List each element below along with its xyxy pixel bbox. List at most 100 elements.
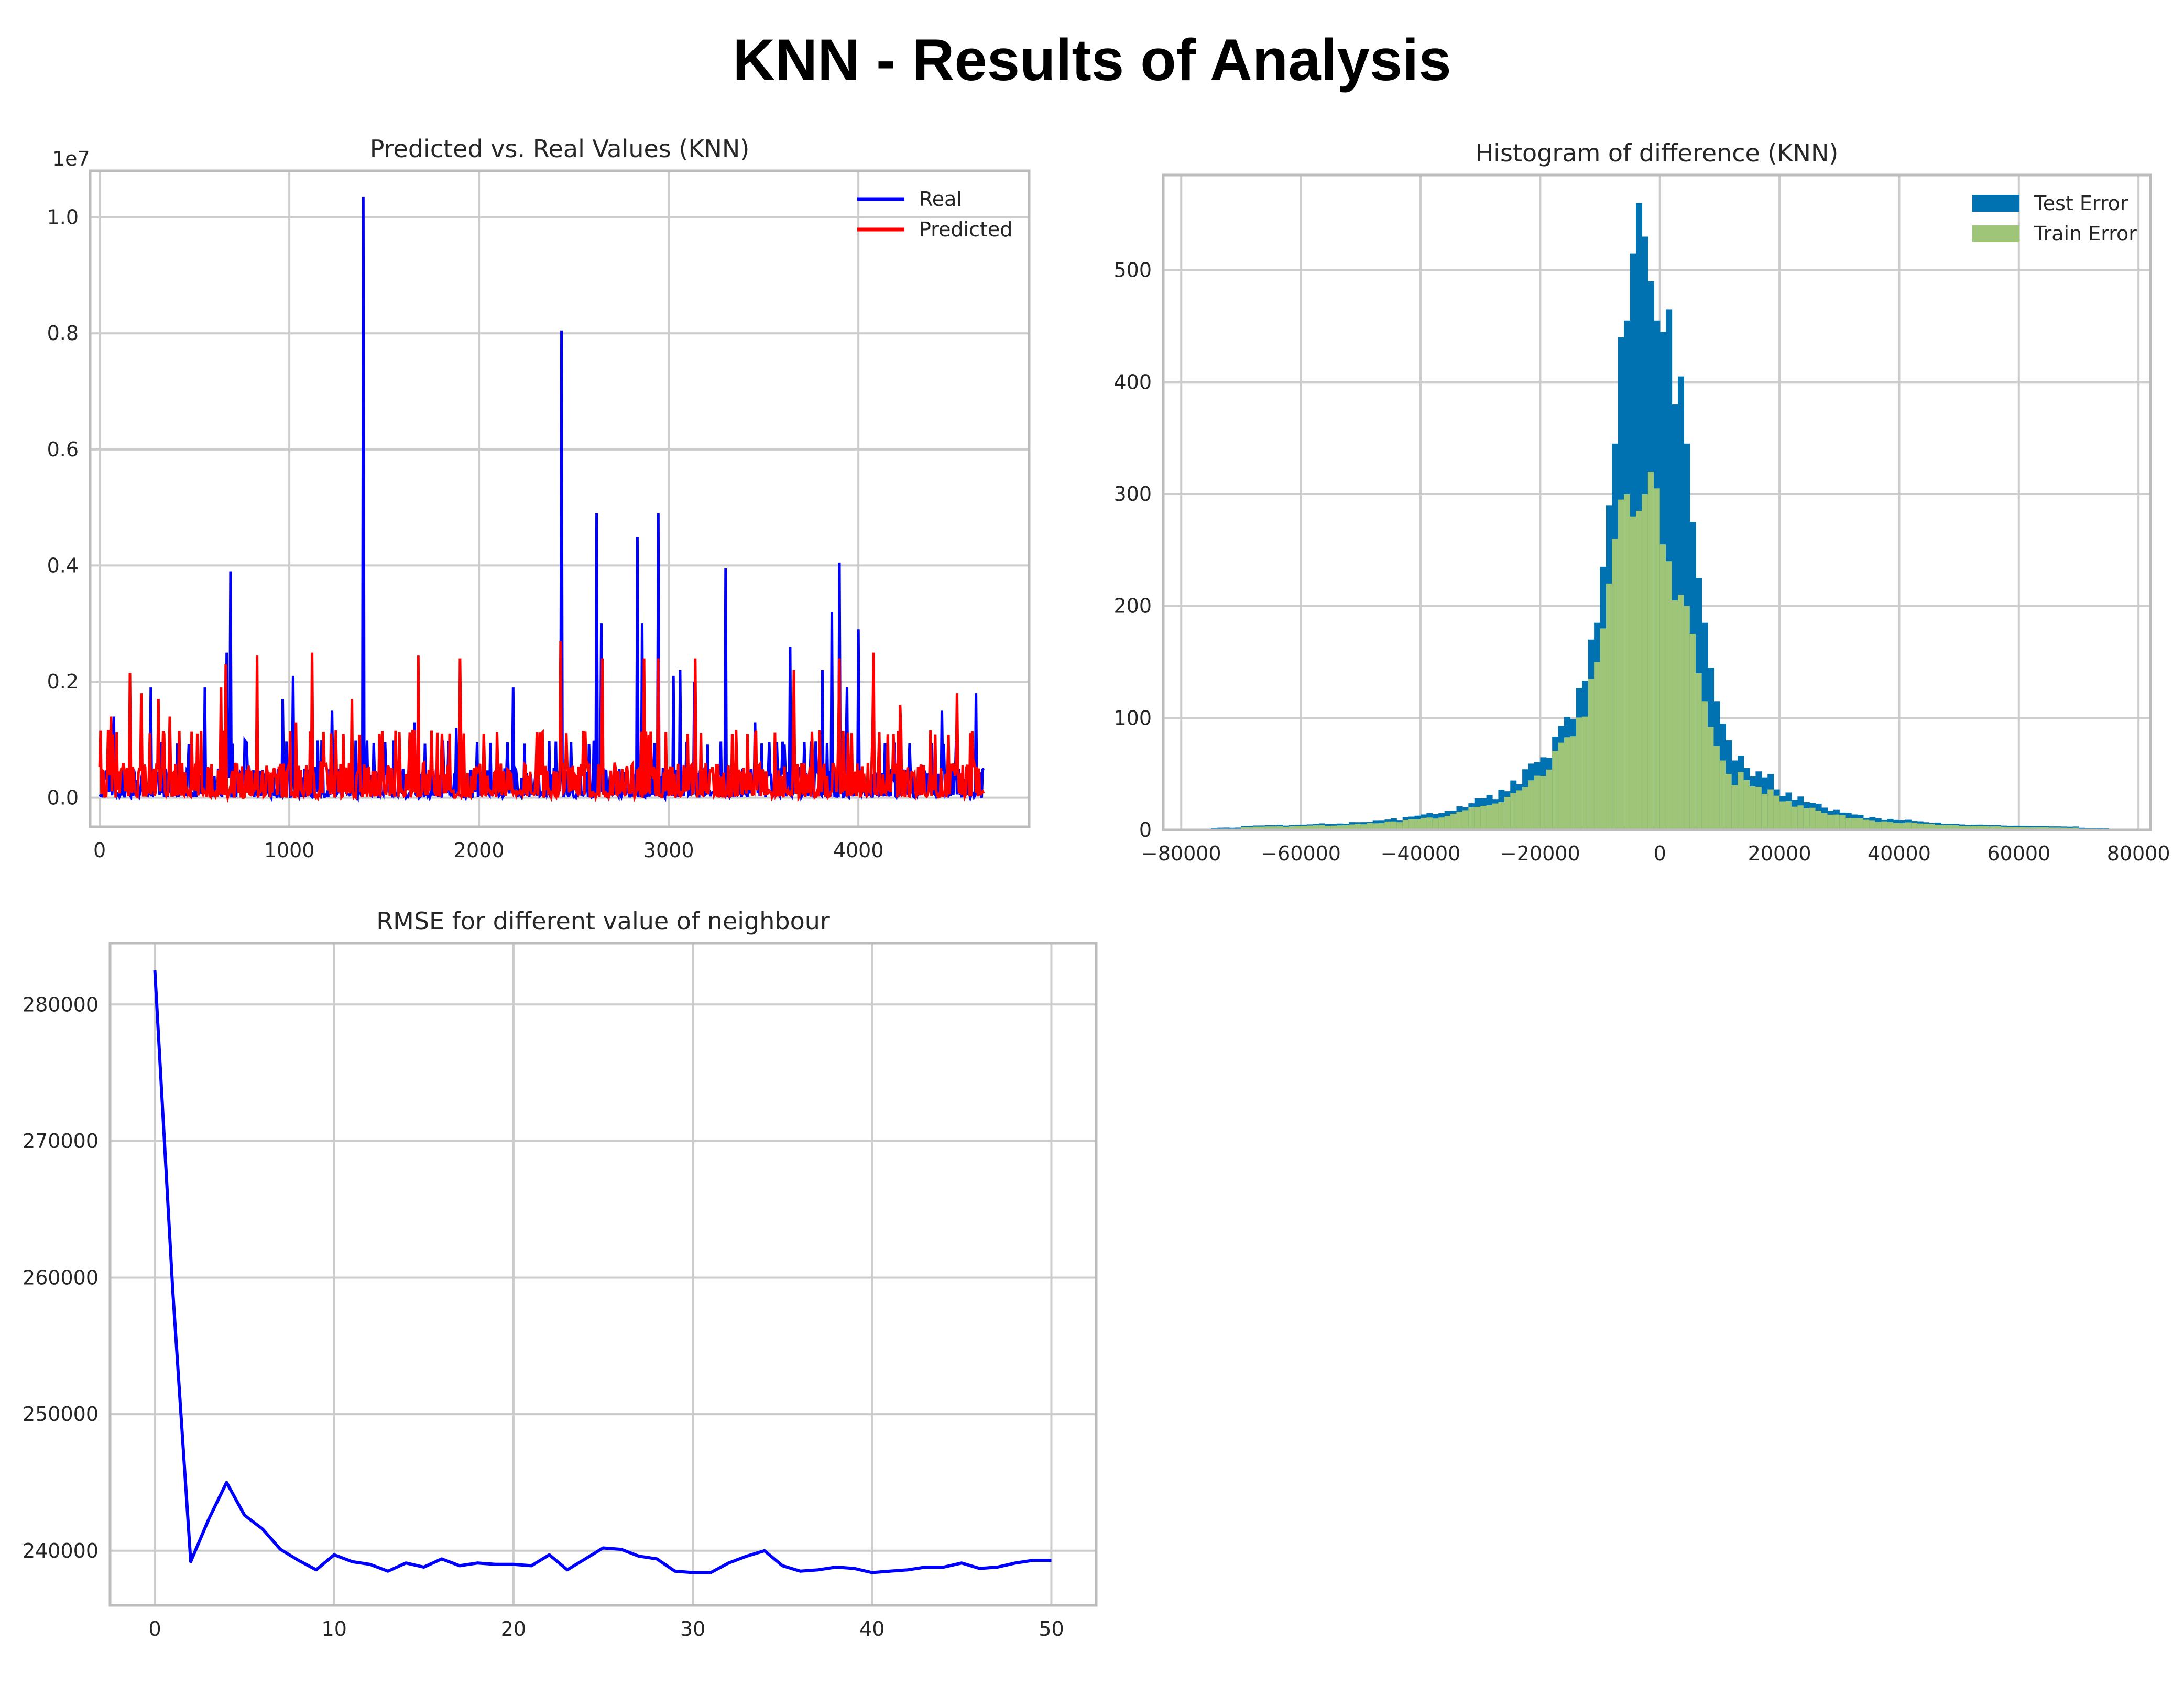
train-error-bar [1253,826,1260,830]
rmse-title: RMSE for different value of neighbour [376,907,830,935]
train-error-bar [1552,751,1559,830]
train-error-bar [1624,494,1631,830]
pred-real-y-tick-label: 1.0 [47,206,79,229]
histogram-legend: Test Error Train Error [1972,192,2137,245]
train-error-bar [1588,679,1595,830]
train-error-bar [1355,824,1361,830]
train-error-bar [1827,814,1834,830]
train-error-bar [1468,807,1475,830]
rmse-axes: 0 10 20 30 40 50 240000 250000 260000 270000 28000… [23,907,1096,1640]
train-error-bar [1917,823,1924,830]
train-error-bar [1743,780,1750,830]
pred-real-y-tick-label: 0.0 [47,786,79,809]
train-error-bar [1911,823,1918,830]
train-error-bar [1839,815,1846,830]
train-error-bar [1606,583,1612,830]
histogram-x-tick-label: −80000 [1141,842,1221,865]
train-error-bar [1600,628,1607,830]
train-error-bar [1761,794,1768,830]
train-error-bar [1983,826,1990,830]
histogram-y-tick-label: 300 [1113,483,1152,506]
train-error-bar [1881,821,1888,830]
histogram-x-tick-label: −60000 [1261,842,1341,865]
train-error-bar [1247,827,1253,830]
train-error-bar [2025,827,2032,830]
rmse-y-tick-label: 240000 [23,1539,99,1562]
train-error-bar [1301,826,1307,830]
train-error-bar [1313,825,1319,830]
pred-real-y-tick-label: 0.6 [47,438,79,461]
train-error-bar [1337,825,1344,830]
train-error-bar [1833,814,1840,830]
histogram-y-tick-label: 200 [1113,595,1152,618]
train-error-bar [1689,634,1696,830]
train-error-bar [1905,822,1912,830]
train-error-bar [1947,825,1953,830]
train-error-bar [1474,806,1481,830]
train-error-bar [1803,808,1810,830]
train-error-bar [1379,823,1385,830]
histogram-x-tick-label: −40000 [1381,842,1461,865]
pred-real-x-tick-label: 1000 [264,839,315,862]
train-error-bar [1887,822,1894,830]
train-error-bar [1755,787,1762,830]
train-error-bar [1432,818,1439,830]
histogram-y-tick-label: 0 [1139,818,1152,841]
train-error-bar [1444,816,1451,830]
pred-real-x-tick-label: 4000 [833,839,884,862]
train-error-bar [1283,826,1290,830]
histogram-y-tick-label: 400 [1113,370,1152,393]
train-error-bar [1785,801,1792,830]
train-error-bar [1630,516,1636,830]
train-error-bar [1259,826,1265,830]
rmse-frame [108,942,1098,1607]
train-error-bar [1480,806,1487,830]
train-error-bar [1295,826,1302,830]
train-error-bar [1929,824,1936,830]
train-error-bar [1731,785,1738,830]
histogram-title: Histogram of difference (KNN) [1476,139,1839,167]
histogram-x-tick-label: 40000 [1868,842,1931,865]
histogram-x-tick-label: 80000 [2107,842,2170,865]
rmse-x-tick-label: 50 [1039,1617,1064,1640]
rmse-x-tick-label: 30 [680,1617,705,1640]
train-error-bar [1941,825,1948,830]
histogram-legend-swatch [1972,195,2019,212]
histogram-legend-swatch [1972,225,2019,242]
train-error-bar [1528,780,1535,830]
train-error-bar [1582,716,1589,830]
train-error-bar [1570,736,1577,830]
pred-real-legend: Real Predicted [857,188,1012,241]
train-error-bar [1372,823,1379,830]
train-error-bar [1504,797,1511,830]
train-error-bar [1654,488,1661,830]
train-error-bar [1456,812,1463,830]
train-error-bar [1779,801,1786,830]
train-error-bar [1408,819,1415,830]
train-error-bar [1414,819,1421,830]
train-error-bar [1564,737,1571,830]
train-error-bar [1438,817,1445,830]
train-error-bar [1546,769,1553,830]
pred-real-x-tick-label: 2000 [454,839,505,862]
train-error-bar [1976,825,1983,830]
train-error-bar [1666,561,1673,830]
train-error-bar [1534,775,1541,830]
train-error-bar [1647,472,1654,830]
train-error-bar [1726,774,1732,830]
train-error-bar [1318,825,1325,830]
train-error-bar [1510,793,1517,830]
train-error-bar [1384,821,1391,830]
train-error-bar [2013,827,2019,830]
train-error-bar [1265,826,1272,830]
train-error-bar [1594,662,1601,830]
rmse-y-tick-label: 250000 [23,1403,99,1426]
train-error-bar [1241,827,1248,830]
train-error-bar [1893,823,1900,830]
train-error-bar [1923,824,1930,830]
train-error-bar [1851,818,1858,830]
histogram-x-tick-label: −20000 [1500,842,1580,865]
histogram-bars [1211,203,2109,830]
train-error-bar [1935,825,1941,830]
